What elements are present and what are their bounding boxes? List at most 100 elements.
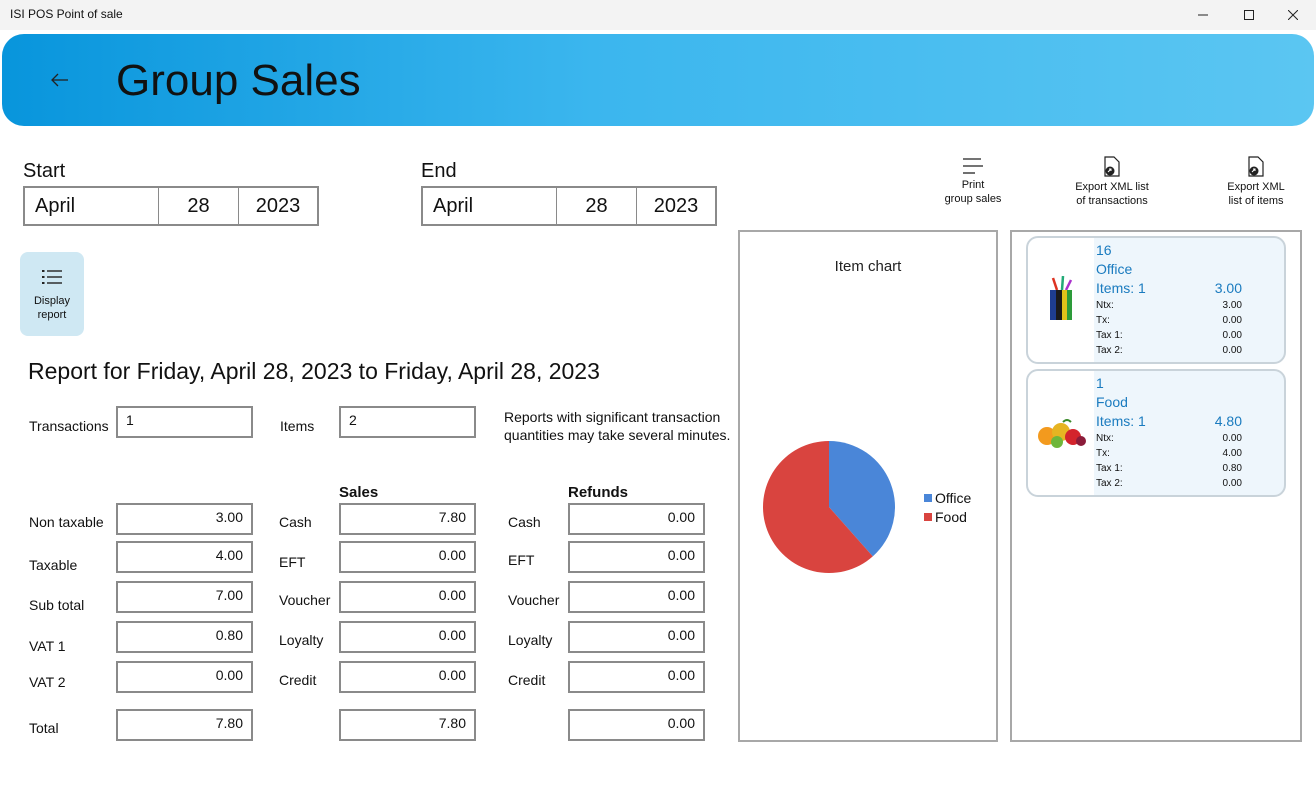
end-month[interactable]: April	[423, 188, 557, 224]
refunds-voucher-label: Voucher	[508, 592, 560, 608]
sales-cash-label: Cash	[279, 514, 312, 530]
sub-total-label: Sub total	[29, 597, 85, 613]
sales-eft-field[interactable]: 0.00	[339, 541, 476, 573]
vat1-field[interactable]: 0.80	[116, 621, 253, 653]
print-group-sales-button[interactable]: Print group sales	[935, 156, 1011, 206]
tx-label: Tx:	[1096, 315, 1110, 326]
legend-label-food: Food	[935, 509, 967, 525]
pie-slice-food	[763, 441, 873, 573]
sales-eft-label: EFT	[279, 554, 306, 570]
refunds-heading: Refunds	[568, 484, 628, 501]
start-month[interactable]: April	[25, 188, 159, 224]
report-title: Report for Friday, April 28, 2023 to Fri…	[28, 358, 600, 384]
start-date-picker[interactable]: April 28 2023	[23, 186, 319, 226]
legend-swatch-food	[924, 513, 932, 521]
refunds-eft-field[interactable]: 0.00	[568, 541, 705, 573]
fruit-basket-icon	[1038, 419, 1086, 448]
item-pie-chart: Office Food	[763, 441, 972, 573]
display-report-button[interactable]: Display report	[20, 252, 84, 336]
document-export-icon	[1104, 156, 1120, 177]
close-button[interactable]	[1270, 0, 1316, 30]
note-line-2: quantities may take several minutes.	[504, 427, 731, 443]
display-report-label-1: Display	[33, 295, 71, 307]
item-quantity: 1	[1096, 375, 1104, 391]
refunds-voucher-field[interactable]: 0.00	[568, 581, 705, 613]
refunds-credit-field[interactable]: 0.00	[568, 661, 705, 693]
export-tx-label-1: Export XML list	[1075, 181, 1149, 193]
transactions-label: Transactions	[29, 418, 109, 434]
list-icon	[42, 270, 62, 284]
export-items-label-2: list of items	[1228, 195, 1284, 207]
back-arrow-icon	[51, 73, 68, 87]
tax1-label: Tax 1:	[1096, 330, 1123, 341]
tax1-value: 0.80	[1222, 463, 1242, 474]
chart-title: Item chart	[834, 258, 902, 275]
total-label: Total	[29, 720, 59, 736]
item-list-panel: 16 Office Items: 1 3.00 Ntx: 3.00 Tx: 0.…	[1010, 230, 1302, 742]
end-year[interactable]: 2023	[653, 194, 699, 217]
print-lines-icon	[963, 158, 983, 174]
non-taxable-field[interactable]: 3.00	[116, 503, 253, 535]
vat2-field[interactable]: 0.00	[116, 661, 253, 693]
pie-slice-office	[829, 441, 895, 557]
item-card-office[interactable]: 16 Office Items: 1 3.00 Ntx: 3.00 Tx: 0.…	[1026, 236, 1286, 364]
minimize-button[interactable]	[1180, 0, 1226, 30]
refunds-credit-label: Credit	[508, 672, 546, 688]
performance-note: Reports with significant transaction qua…	[504, 408, 734, 444]
tx-value: 0.00	[1222, 315, 1242, 326]
sales-voucher-label: Voucher	[279, 592, 331, 608]
refunds-cash-field[interactable]: 0.00	[568, 503, 705, 535]
start-year[interactable]: 2023	[255, 194, 301, 217]
export-items-label-1: Export XML	[1227, 181, 1285, 193]
print-label-1: Print	[961, 179, 985, 191]
end-label: End	[421, 160, 457, 182]
legend-swatch-office	[924, 494, 932, 502]
sales-loyalty-field[interactable]: 0.00	[339, 621, 476, 653]
end-date-picker[interactable]: April 28 2023	[421, 186, 717, 226]
refunds-total-field[interactable]: 0.00	[568, 709, 705, 741]
minimize-icon	[1198, 14, 1208, 16]
display-report-label-2: report	[37, 309, 67, 321]
item-chart-panel: Item chart Office Food	[738, 230, 998, 742]
maximize-icon	[1244, 10, 1254, 20]
total-field[interactable]: 7.80	[116, 709, 253, 741]
end-day[interactable]: 28	[557, 188, 637, 224]
refunds-eft-label: EFT	[508, 552, 535, 568]
item-total: 3.00	[1214, 280, 1242, 296]
window-title: ISI POS Point of sale	[10, 7, 123, 21]
export-tx-label-2: of transactions	[1076, 195, 1148, 207]
ntx-label: Ntx:	[1096, 300, 1114, 311]
sales-loyalty-label: Loyalty	[279, 632, 324, 648]
item-quantity: 16	[1096, 242, 1112, 258]
refunds-loyalty-label: Loyalty	[508, 632, 553, 648]
taxable-field[interactable]: 4.00	[116, 541, 253, 573]
refunds-loyalty-field[interactable]: 0.00	[568, 621, 705, 653]
item-name: Food	[1096, 394, 1128, 410]
export-xml-transactions-button[interactable]: Export XML list of transactions	[1064, 156, 1160, 208]
start-day[interactable]: 28	[159, 188, 239, 224]
items-field[interactable]: 2	[339, 406, 476, 438]
item-image	[1028, 238, 1094, 362]
print-label-2: group sales	[944, 193, 1002, 205]
transactions-field[interactable]: 1	[116, 406, 253, 438]
maximize-button[interactable]	[1226, 0, 1272, 30]
start-label: Start	[23, 160, 66, 182]
sales-cash-field[interactable]: 7.80	[339, 503, 476, 535]
item-card-food[interactable]: 1 Food Items: 1 4.80 Ntx: 0.00 Tx: 4.00 …	[1026, 369, 1286, 497]
sub-total-field[interactable]: 7.00	[116, 581, 253, 613]
back-button[interactable]	[42, 62, 78, 98]
tax2-label: Tax 2:	[1096, 345, 1123, 356]
tax1-label: Tax 1:	[1096, 463, 1123, 474]
refunds-cash-label: Cash	[508, 514, 541, 530]
sales-total-field[interactable]: 7.80	[339, 709, 476, 741]
sales-credit-label: Credit	[279, 672, 317, 688]
ntx-value: 0.00	[1222, 433, 1242, 444]
item-count: Items: 1	[1096, 413, 1146, 429]
sales-credit-field[interactable]: 0.00	[339, 661, 476, 693]
vat1-label: VAT 1	[29, 638, 66, 654]
taxable-label: Taxable	[29, 557, 78, 573]
export-xml-items-button[interactable]: Export XML list of items	[1218, 156, 1294, 208]
sales-voucher-field[interactable]: 0.00	[339, 581, 476, 613]
tax2-value: 0.00	[1222, 345, 1242, 356]
tax2-value: 0.00	[1222, 478, 1242, 489]
